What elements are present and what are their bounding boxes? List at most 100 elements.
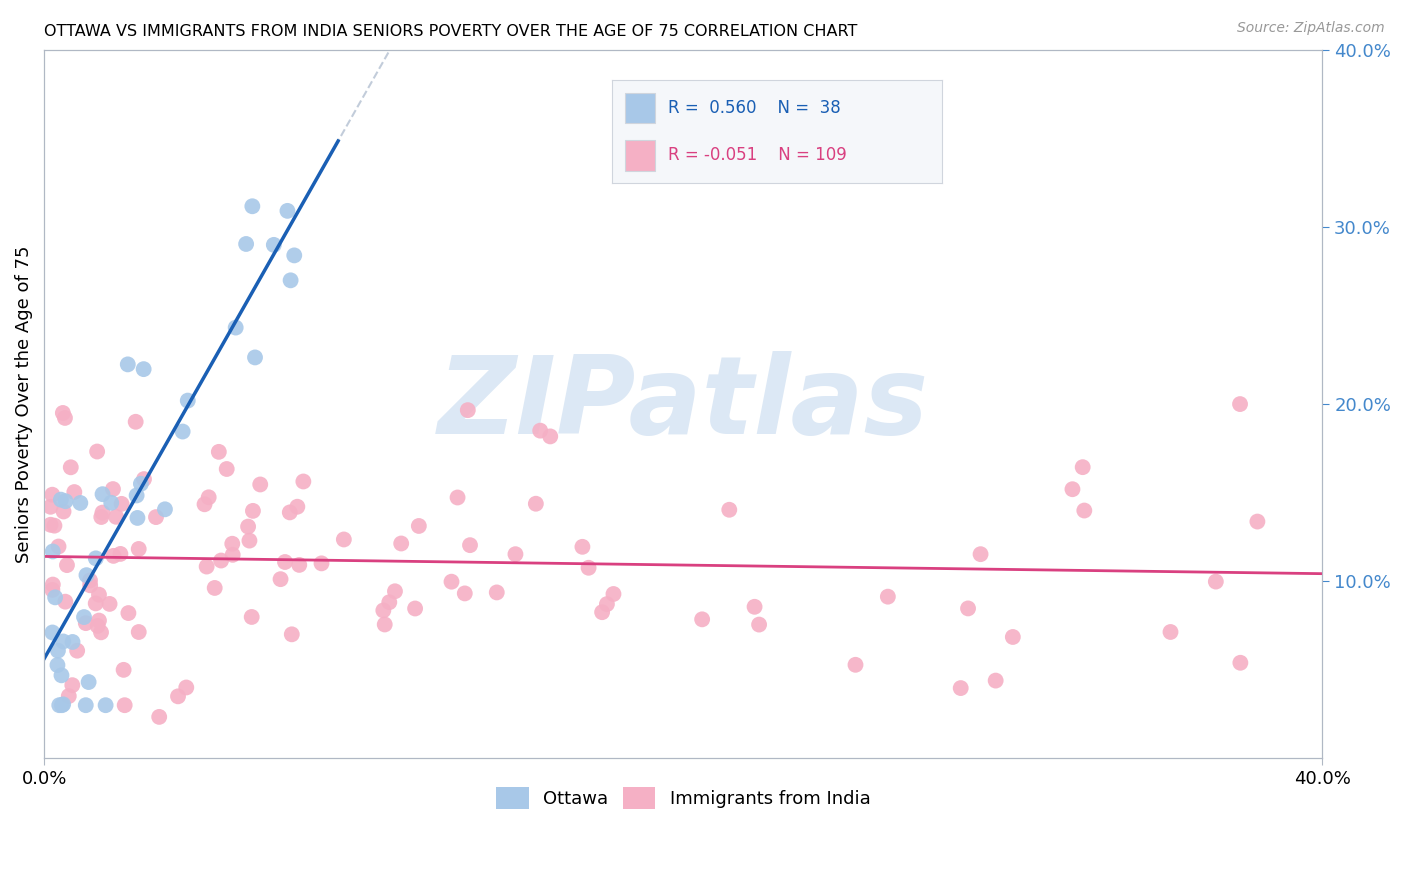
Point [132, 362, 155, 376]
Point [177, 393, 200, 408]
Point [404, 601, 426, 615]
Point [87, 588, 110, 602]
Point [1160, 625, 1182, 640]
Point [602, 587, 624, 601]
Point [51, 698, 73, 713]
Point [270, 572, 292, 586]
Point [281, 627, 304, 641]
Point [1205, 574, 1227, 589]
Point [58, 689, 80, 703]
Legend: Ottawa, Immigrants from India: Ottawa, Immigrants from India [489, 780, 877, 816]
Point [278, 505, 301, 519]
Point [263, 238, 285, 252]
Point [844, 657, 866, 672]
Point [148, 710, 170, 724]
Point [124, 415, 146, 429]
Point [197, 491, 219, 505]
Point [86, 444, 108, 458]
Point [221, 548, 243, 562]
Point [446, 491, 468, 505]
Point [125, 488, 148, 502]
Point [440, 574, 463, 589]
Point [103, 549, 125, 563]
Point [984, 673, 1007, 688]
Y-axis label: Seniors Poverty Over the Age of 75: Seniors Poverty Over the Age of 75 [15, 245, 32, 563]
Point [84, 551, 107, 566]
Text: ZIPatlas: ZIPatlas [437, 351, 929, 457]
Point [193, 497, 215, 511]
Point [39, 517, 62, 532]
Point [249, 477, 271, 491]
Point [1229, 656, 1251, 670]
Point [63, 485, 86, 500]
Point [242, 504, 264, 518]
Point [110, 497, 132, 511]
Point [457, 403, 479, 417]
Point [75, 698, 97, 713]
Point [129, 476, 152, 491]
Point [49, 492, 72, 507]
Point [48, 540, 70, 554]
Point [718, 502, 741, 516]
Point [42, 577, 65, 591]
Point [98, 597, 121, 611]
Point [91, 506, 114, 520]
Text: R = -0.051    N = 109: R = -0.051 N = 109 [668, 146, 846, 164]
Point [748, 617, 770, 632]
Point [167, 690, 190, 704]
Point [46, 658, 69, 673]
Point [221, 537, 243, 551]
Point [90, 625, 112, 640]
Point [86, 619, 108, 633]
FancyBboxPatch shape [624, 140, 655, 170]
Point [1062, 482, 1084, 496]
Point [373, 603, 395, 617]
Point [690, 612, 713, 626]
Point [949, 681, 972, 695]
Point [1071, 460, 1094, 475]
Point [84, 596, 107, 610]
Point [591, 605, 613, 619]
Point [384, 584, 406, 599]
Point [529, 424, 551, 438]
Point [110, 547, 132, 561]
Point [51, 668, 73, 682]
Point [274, 555, 297, 569]
Point [744, 599, 766, 614]
Point [53, 595, 76, 609]
Point [1246, 515, 1268, 529]
Point [195, 559, 218, 574]
Point [79, 578, 101, 592]
Text: OTTAWA VS IMMIGRANTS FROM INDIA SENIORS POVERTY OVER THE AGE OF 75 CORRELATION C: OTTAWA VS IMMIGRANTS FROM INDIA SENIORS … [44, 24, 858, 39]
Point [91, 487, 114, 501]
Point [172, 425, 194, 439]
Point [378, 595, 401, 609]
Point [52, 406, 75, 420]
Point [1229, 397, 1251, 411]
Point [128, 541, 150, 556]
Point [285, 500, 308, 514]
FancyBboxPatch shape [624, 93, 655, 123]
Point [578, 561, 600, 575]
Point [333, 533, 356, 547]
Point [209, 553, 232, 567]
Point [292, 475, 315, 489]
Point [59, 460, 82, 475]
Point [87, 614, 110, 628]
Point [374, 617, 396, 632]
Point [128, 625, 150, 640]
Text: Source: ZipAtlas.com: Source: ZipAtlas.com [1237, 21, 1385, 35]
Point [876, 590, 898, 604]
Point [44, 518, 66, 533]
Point [1073, 503, 1095, 517]
Point [41, 582, 63, 597]
Point [969, 547, 991, 561]
Point [52, 634, 75, 648]
Point [311, 557, 333, 571]
Point [204, 581, 226, 595]
Point [52, 698, 75, 712]
Point [132, 472, 155, 486]
Point [280, 273, 302, 287]
Point [288, 558, 311, 572]
Point [276, 203, 298, 218]
